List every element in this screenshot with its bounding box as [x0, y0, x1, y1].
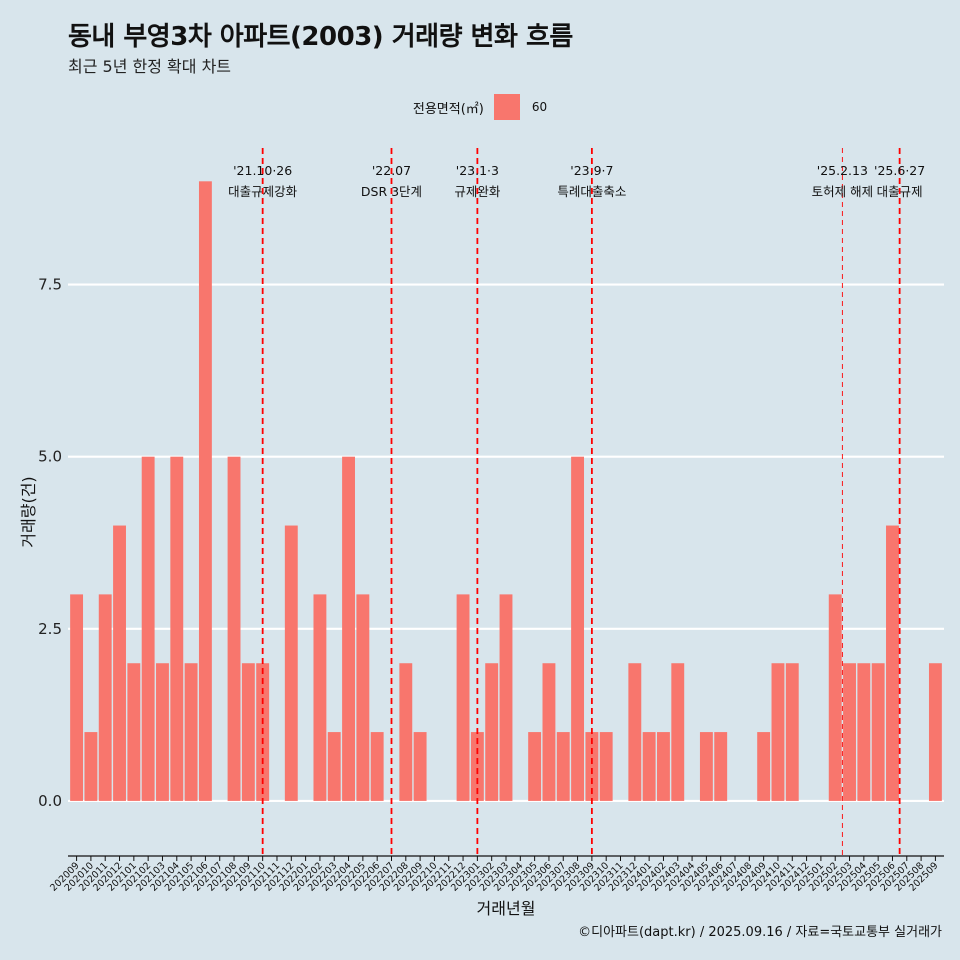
bar-202202: [313, 594, 327, 801]
bar-202012: [113, 525, 126, 801]
y-tick-label: 7.5: [38, 276, 62, 294]
bar-202502: [828, 594, 842, 801]
legend-swatch: [493, 94, 520, 120]
bar-202206: [370, 732, 384, 801]
bar-202312: [628, 663, 642, 801]
event-label: 대출규제: [877, 184, 923, 199]
bar-202411: [785, 663, 799, 801]
bar-202212: [456, 594, 470, 801]
event-label: 규제완화: [454, 184, 501, 199]
x-axis: 2020092020102020112020122021012021022021…: [48, 855, 944, 894]
bar-202011: [98, 594, 112, 801]
y-tick-label: 5.0: [38, 448, 62, 466]
bar-202105: [184, 663, 198, 801]
bar-202409: [757, 732, 771, 801]
bar-202410: [771, 663, 785, 801]
chart-title: 동내 부영3차 아파트(2003) 거래량 변화 흐름: [68, 22, 573, 52]
bar-202406: [714, 732, 728, 801]
event-date: '22.07: [372, 163, 411, 178]
bar-202401: [642, 732, 656, 801]
bar-202505: [871, 663, 885, 801]
bar-202108: [227, 456, 241, 801]
bar-202104: [170, 456, 184, 801]
bar-202309: [585, 732, 599, 801]
bar-202405: [699, 732, 713, 801]
bar-202310: [599, 732, 613, 801]
source-caption: ©디아파트(dapt.kr) / 2025.09.16 / 자료=국토교통부 실…: [578, 925, 942, 940]
bar-202506: [886, 525, 899, 801]
bar-202208: [399, 663, 413, 801]
bar-202307: [556, 732, 570, 801]
chart-subtitle: 최근 5년 한정 확대 차트: [68, 57, 232, 76]
bar-202112: [284, 525, 298, 801]
event-label: 대출규제강화: [228, 184, 298, 199]
event-label: 토허제 해제: [812, 184, 873, 199]
bar-202204: [342, 456, 355, 801]
x-axis-title: 거래년월: [477, 899, 536, 918]
bar-202103: [156, 663, 169, 801]
bar-202402: [657, 732, 670, 801]
event-label: 특례대출축소: [557, 184, 626, 199]
bars: [70, 181, 942, 801]
bar-202308: [571, 456, 585, 801]
bar-202102: [141, 456, 155, 801]
y-ticks: 0.0 2.5 5.0 7.5: [38, 276, 62, 810]
bar-202503: [843, 663, 856, 801]
legend-title: 전용면적(㎡): [412, 101, 484, 117]
event-date: '23.9·7: [570, 163, 613, 178]
y-tick-label: 0.0: [38, 792, 62, 810]
event-date: '23.1·3: [456, 163, 499, 178]
y-axis-title: 거래량(건): [19, 476, 38, 547]
bar-202305: [528, 732, 542, 801]
bar-202504: [857, 663, 871, 801]
bar-202303: [499, 594, 513, 801]
bar-202403: [671, 663, 685, 801]
bar-202010: [84, 732, 98, 801]
bar-202306: [542, 663, 556, 801]
legend-item-label: 60: [531, 100, 548, 114]
bar-202203: [327, 732, 341, 801]
bar-202101: [127, 663, 141, 801]
bar-202106: [198, 181, 212, 801]
event-date: '25.6·27: [874, 163, 925, 178]
y-tick-label: 2.5: [38, 620, 62, 638]
event-label: DSR 3단계: [361, 184, 422, 199]
bar-202509: [928, 663, 942, 801]
legend: 전용면적(㎡) 60: [0, 94, 960, 120]
bar-202301: [470, 732, 484, 801]
bar-202009: [70, 594, 84, 801]
event-date: '21.10·26: [233, 163, 292, 178]
bar-202109: [241, 663, 255, 801]
event-markers: '21.10·26 대출규제강화 '22.07 DSR 3단계 '23.1·3 규제완화 '…: [228, 148, 925, 856]
bar-202205: [356, 594, 370, 801]
bar-202302: [485, 663, 499, 801]
event-date: '25.2.13: [817, 163, 868, 178]
bar-202209: [413, 732, 427, 801]
